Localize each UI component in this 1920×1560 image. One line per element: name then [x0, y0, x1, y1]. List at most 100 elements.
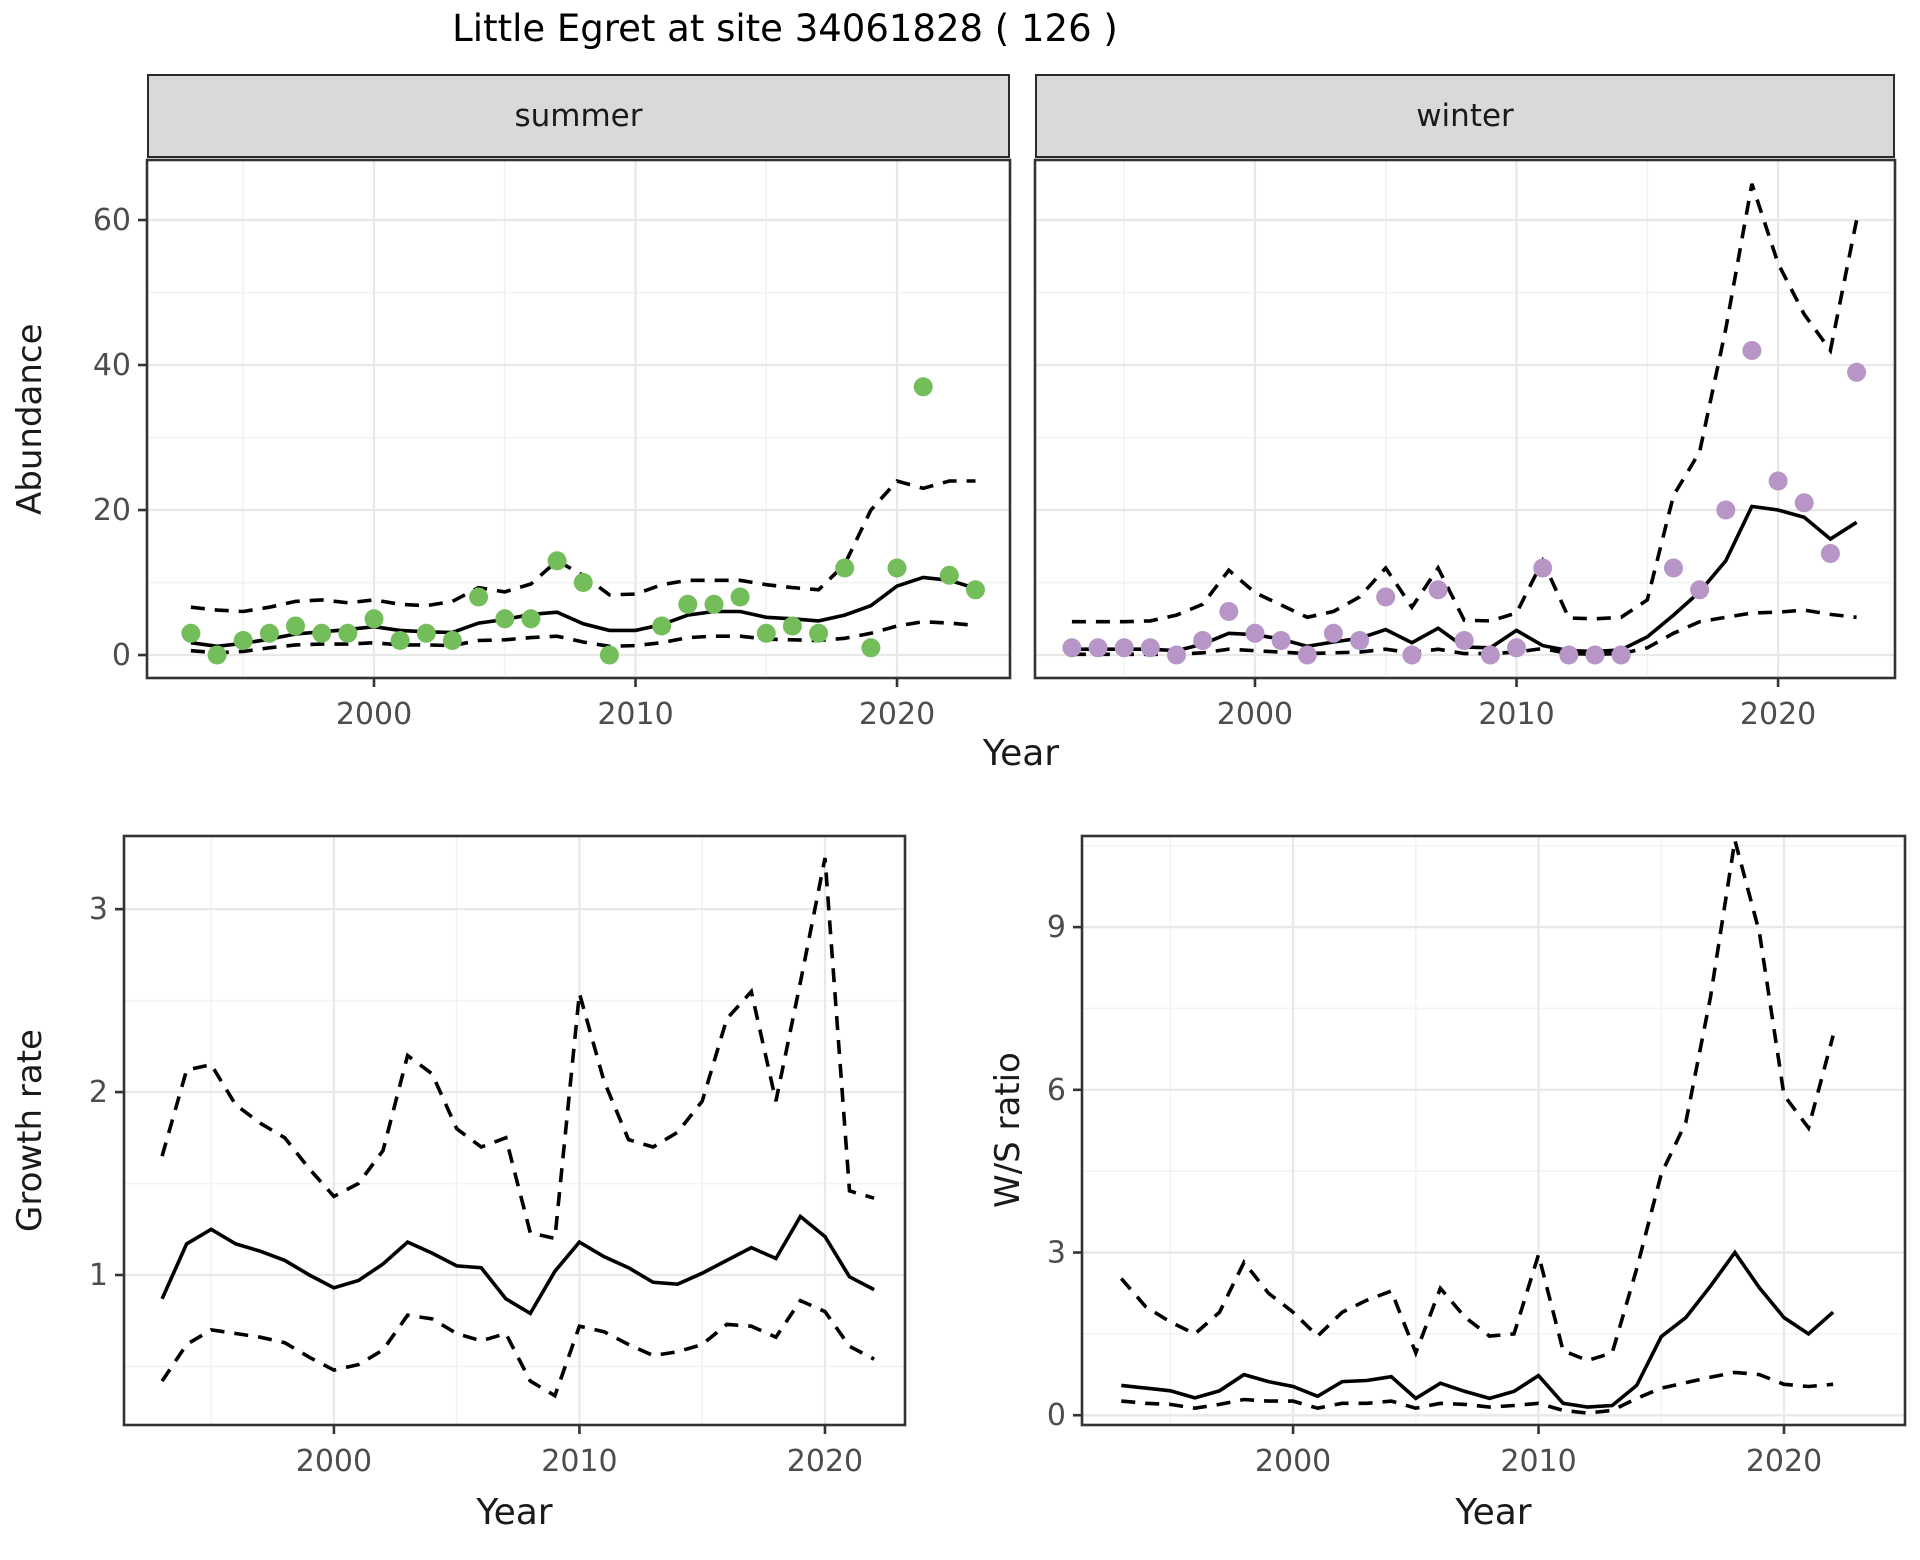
x-axis-title-top: Year	[982, 733, 1060, 774]
abundance_summer-data-point	[913, 377, 933, 397]
x-tick-label: 2020	[1746, 1444, 1822, 1479]
facet-strip-winter: winter	[1035, 74, 1895, 158]
ws_ratio-ci_lower-line	[1121, 1370, 1834, 1415]
series-ws_ratio	[1119, 839, 1835, 1415]
abundance_winter-data-point	[1245, 623, 1265, 643]
abundance_winter-ci_lower-line	[1071, 608, 1857, 657]
facet-strip-summer-label: summer	[514, 98, 643, 134]
abundance_summer-data-point	[390, 631, 410, 650]
abundance_summer-data-point	[312, 623, 332, 643]
abundance_summer-data-point	[364, 609, 384, 629]
abundance_winter-data-point	[1585, 645, 1605, 665]
abundance_summer-data-point	[442, 631, 462, 650]
abundance_winter-data-point	[1428, 580, 1448, 600]
abundance_summer-data-point	[547, 551, 567, 571]
abundance_winter-data-point	[1454, 631, 1474, 650]
abundance_winter-data-point	[1794, 493, 1814, 513]
series-growth_rate	[160, 857, 875, 1399]
abundance_summer-data-point	[730, 587, 750, 607]
abundance_summer-data-point	[495, 609, 515, 629]
panel-growth_rate: 2000 2010 2020 1 2 3	[89, 834, 907, 1479]
abundance_summer-data-point	[573, 573, 593, 592]
abundance_winter-data-point	[1350, 631, 1370, 650]
abundance_winter-data-point	[1297, 645, 1317, 665]
abundance_summer-data-point	[469, 587, 489, 607]
y-tick-label: 3	[1047, 1236, 1066, 1271]
abundance_summer-ci_lower-line	[190, 619, 976, 655]
abundance_summer-data-point	[599, 645, 619, 665]
growth_rate-trend-line	[160, 1213, 875, 1316]
x-axis-title-ws: Year	[1455, 1492, 1532, 1533]
abundance_summer-data-point	[181, 623, 201, 643]
y-tick-label: 0	[1047, 1398, 1066, 1433]
y-tick-label: 9	[1047, 910, 1066, 945]
growth_rate-ci_upper-line	[160, 857, 875, 1241]
abundance_summer-data-point	[652, 616, 672, 636]
abundance_summer-data-point	[835, 558, 855, 578]
abundance_winter-data-point	[1480, 645, 1500, 665]
abundance_summer-data-point	[887, 558, 907, 578]
abundance_winter-data-point	[1062, 638, 1082, 658]
x-tick-label: 2000	[1217, 697, 1293, 732]
abundance_summer-data-point	[678, 594, 698, 614]
series-abundance_winter	[1062, 183, 1867, 665]
y-axis-title-growth-rate: Growth rate	[10, 1029, 50, 1232]
abundance_winter-data-point	[1559, 645, 1579, 665]
abundance_winter-data-point	[1323, 623, 1343, 643]
facet-strip-winter-label: winter	[1416, 98, 1514, 134]
abundance_winter-data-point	[1664, 558, 1683, 578]
abundance_summer-data-point	[782, 616, 802, 636]
abundance_winter-data-point	[1507, 638, 1526, 658]
y-tick-label: 6	[1047, 1073, 1066, 1108]
abundance_winter-data-point	[1611, 645, 1631, 665]
abundance_summer-data-point	[939, 565, 959, 585]
abundance_summer-data-point	[861, 638, 881, 658]
abundance_summer-data-point	[286, 616, 305, 636]
y-axis-title-abundance: Abundance	[10, 323, 50, 515]
x-tick-label: 2010	[1478, 697, 1554, 732]
abundance_winter-data-point	[1716, 500, 1736, 520]
y-axis-title-ws-ratio: W/S ratio	[988, 1052, 1028, 1209]
abundance_winter-data-point	[1219, 602, 1239, 621]
x-tick-label: 2000	[296, 1444, 372, 1479]
abundance_summer-data-point	[756, 623, 776, 643]
abundance_summer-data-point	[207, 645, 227, 665]
panel-abundance_summer: 2000 2010 2020 0 20 40 60	[93, 158, 1012, 732]
x-axis-title-growth: Year	[476, 1492, 553, 1533]
abundance_summer-data-point	[338, 623, 358, 643]
x-tick-label: 2020	[787, 1444, 863, 1479]
abundance_summer-data-point	[966, 580, 985, 600]
abundance_winter-data-point	[1847, 362, 1867, 382]
abundance_winter-data-point	[1376, 587, 1396, 607]
abundance_summer-data-point	[259, 623, 279, 643]
abundance_winter-data-point	[1140, 638, 1160, 658]
abundance_winter-data-point	[1820, 544, 1840, 563]
series-abundance_summer	[181, 377, 985, 665]
abundance_summer-data-point	[704, 594, 724, 614]
y-tick-label: 0	[112, 638, 131, 673]
panel-abundance_winter: 2000 2010 2020	[1033, 158, 1897, 732]
x-tick-label: 2010	[597, 697, 673, 732]
facet-strip-summer: summer	[147, 74, 1010, 158]
abundance_winter-data-point	[1167, 645, 1186, 665]
x-tick-label: 2010	[541, 1444, 617, 1479]
abundance_winter-data-point	[1193, 631, 1213, 650]
abundance_summer-data-point	[233, 631, 253, 650]
abundance_winter-data-point	[1533, 558, 1553, 578]
abundance_winter-data-point	[1742, 341, 1762, 360]
abundance_winter-ci_upper-line	[1071, 183, 1859, 624]
x-tick-label: 2020	[1740, 697, 1816, 732]
x-tick-label: 2000	[1255, 1444, 1331, 1479]
ws_ratio-trend-line	[1121, 1249, 1835, 1409]
y-tick-label: 1	[89, 1258, 108, 1293]
y-tick-label: 3	[89, 892, 108, 927]
abundance_winter-data-point	[1088, 638, 1108, 658]
ws_ratio-ci_upper-line	[1119, 839, 1835, 1363]
abundance_winter-data-point	[1271, 631, 1291, 650]
abundance_winter-data-point	[1402, 645, 1422, 665]
abundance_summer-data-point	[809, 623, 829, 643]
y-tick-label: 2	[89, 1075, 108, 1110]
abundance_winter-data-point	[1114, 638, 1134, 658]
